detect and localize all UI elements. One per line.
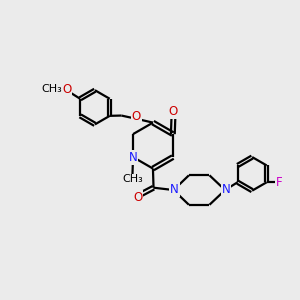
Text: N: N	[170, 183, 179, 196]
Text: N: N	[222, 183, 230, 196]
Text: CH₃: CH₃	[122, 174, 143, 184]
Text: O: O	[131, 110, 141, 123]
Text: O: O	[169, 105, 178, 118]
Text: F: F	[276, 176, 282, 189]
Text: O: O	[133, 191, 142, 204]
Text: O: O	[62, 83, 71, 96]
Text: CH₃: CH₃	[41, 84, 62, 94]
Text: N: N	[129, 151, 137, 164]
